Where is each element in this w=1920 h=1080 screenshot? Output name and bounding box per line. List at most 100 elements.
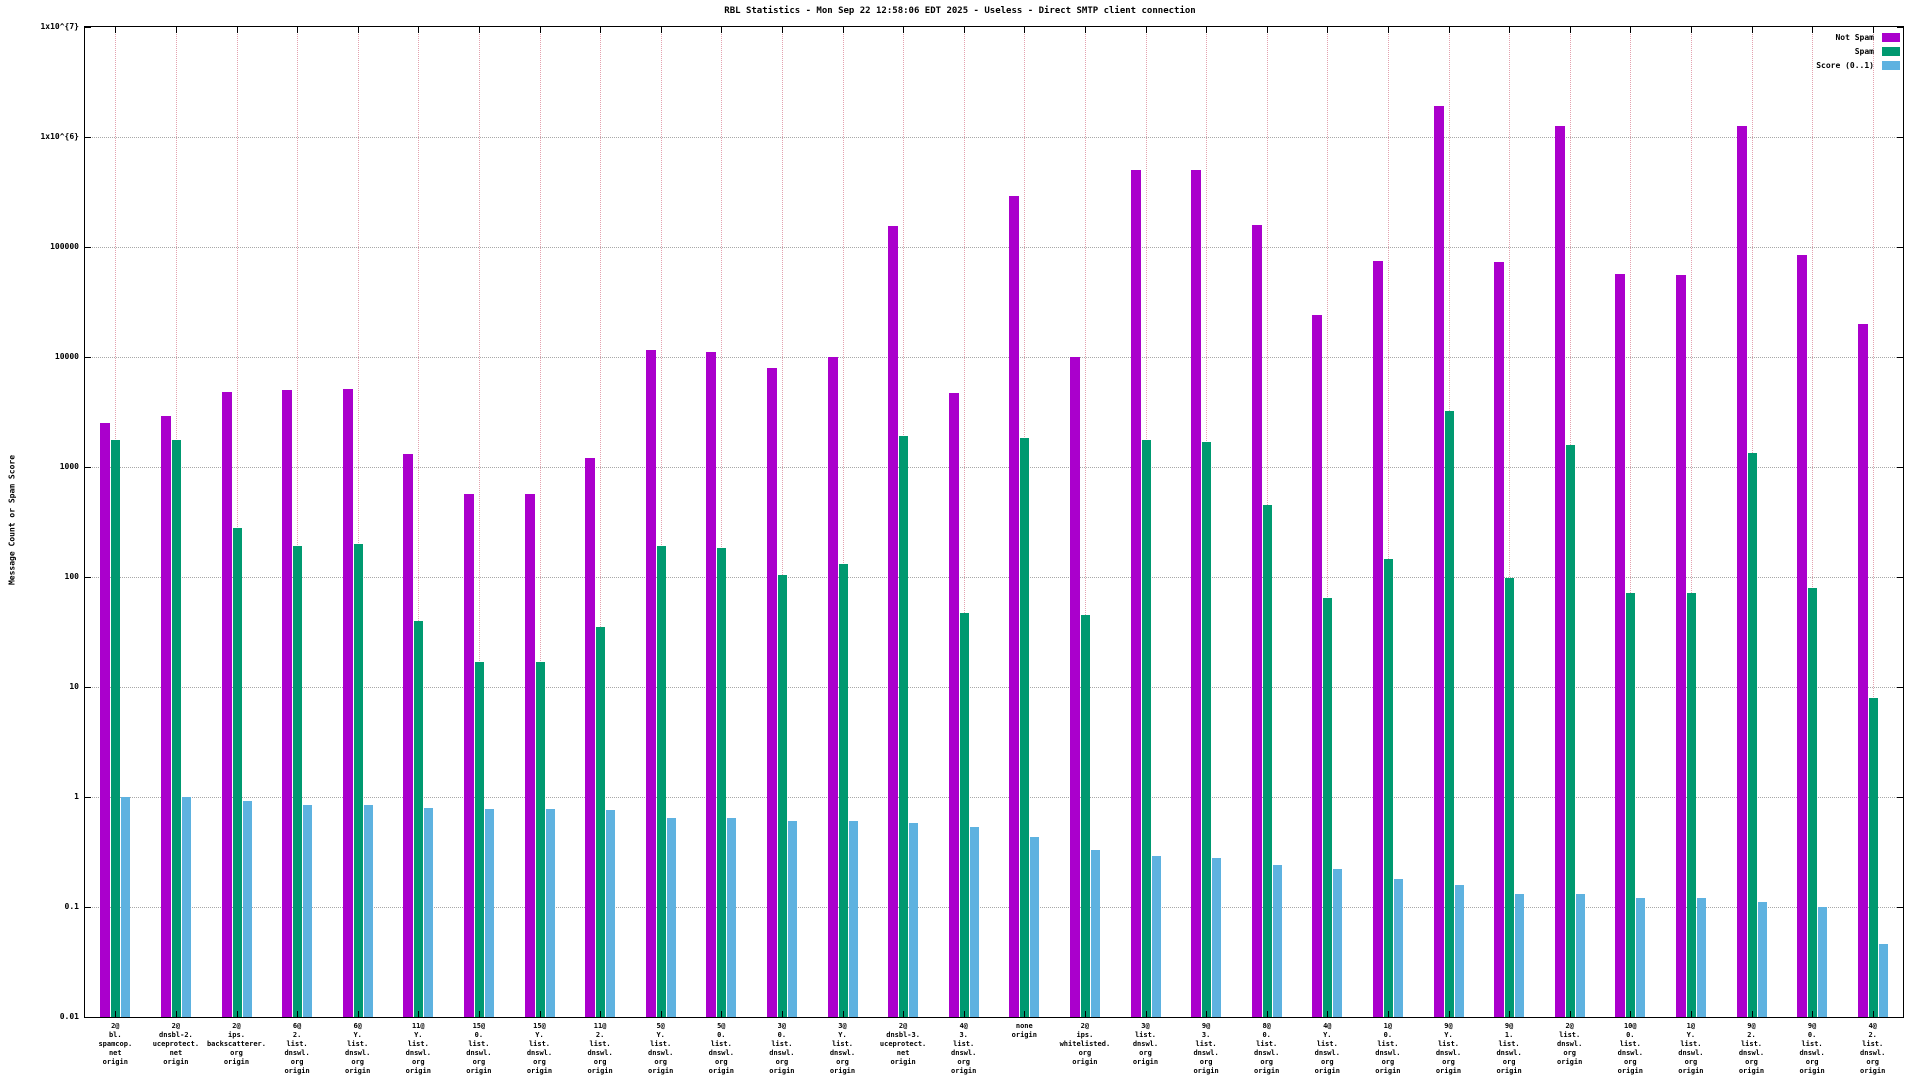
bar-not-spam: [1857, 323, 1868, 1017]
legend: Not Spam Spam Score (0..1): [1816, 30, 1900, 72]
y-tick-mark: [1897, 1017, 1903, 1018]
gridline-x: [539, 27, 541, 1017]
y-tick-mark: [1897, 907, 1903, 908]
y-tick-label: 100000: [50, 242, 79, 251]
x-category-label: 6@ Y. list. dnswl. org origin: [345, 1022, 371, 1075]
bar-score: [424, 807, 434, 1017]
x-category-label: 2@ dnsbl-2. uceprotect. net origin: [152, 1022, 200, 1066]
x-category-label: 15@ 0. list. dnswl. org origin: [466, 1022, 492, 1075]
x-tick-mark: [1145, 1011, 1147, 1017]
legend-swatch-spam: [1882, 46, 1900, 56]
y-tick-label: 1x10^{7}: [40, 22, 79, 31]
y-tick-mark: [1897, 357, 1903, 358]
bar-not-spam: [948, 393, 959, 1017]
bar-not-spam: [1312, 315, 1323, 1017]
bar-spam: [777, 574, 787, 1017]
gridline-y: [85, 577, 1903, 578]
x-tick-mark: [1872, 27, 1874, 33]
gridline-x: [600, 27, 602, 1017]
x-tick-mark: [297, 27, 299, 33]
bar-not-spam: [706, 352, 717, 1017]
gridline-x: [1690, 27, 1692, 1017]
y-tick-mark: [85, 577, 91, 578]
bar-not-spam: [1251, 224, 1262, 1017]
gridline-y: [85, 467, 1903, 468]
x-tick-mark: [478, 1011, 480, 1017]
x-tick-mark: [1327, 1011, 1329, 1017]
gridline-x: [1630, 27, 1632, 1017]
x-tick-mark: [842, 27, 844, 33]
bar-spam: [414, 620, 424, 1017]
x-category-label: 2@ list. dnswl. org origin: [1557, 1022, 1583, 1066]
x-tick-mark: [1509, 27, 1511, 33]
gridline-x: [1387, 27, 1389, 1017]
bar-spam: [838, 564, 848, 1017]
x-tick-mark: [903, 1011, 905, 1017]
x-category-label: 11@ Y. list. dnswl. org origin: [405, 1022, 431, 1075]
x-tick-mark: [1024, 1011, 1026, 1017]
bar-spam: [353, 543, 363, 1017]
x-tick-mark: [1387, 27, 1389, 33]
x-category-label: 6@ 2. list. dnswl. org origin: [284, 1022, 310, 1075]
gridline-x: [1872, 27, 1874, 1017]
x-tick-mark: [1872, 1011, 1874, 1017]
x-tick-mark: [600, 1011, 602, 1017]
y-tick-label: 10000: [54, 352, 79, 361]
x-category-label: 3@ Y. list. dnswl. org origin: [829, 1022, 856, 1075]
x-tick-mark: [115, 27, 117, 33]
x-tick-mark: [1448, 1011, 1450, 1017]
bar-spam: [596, 627, 606, 1017]
bar-spam: [111, 440, 121, 1017]
x-tick-mark: [1812, 1011, 1814, 1017]
x-category-label: 3@ 0. list. dnswl. org origin: [769, 1022, 795, 1075]
bar-spam: [1505, 578, 1515, 1017]
x-tick-mark: [418, 1011, 420, 1017]
bar-score: [727, 817, 737, 1017]
x-tick-mark: [1690, 1011, 1692, 1017]
x-category-label: 15@ Y. list. dnswl. org origin: [526, 1022, 553, 1075]
bar-spam: [535, 661, 545, 1017]
x-tick-mark: [175, 27, 177, 33]
bar-not-spam: [1797, 254, 1808, 1017]
bar-score: [666, 817, 676, 1017]
bar-spam: [656, 546, 666, 1017]
bar-score: [303, 804, 313, 1017]
bar-spam: [717, 547, 727, 1017]
bar-not-spam: [403, 454, 414, 1017]
bar-score: [1878, 944, 1888, 1017]
gridline-x: [963, 27, 965, 1017]
y-tick-label: 100: [64, 572, 79, 581]
bar-score: [969, 827, 979, 1017]
x-tick-mark: [721, 27, 723, 33]
x-category-label: 8@ 0. list. dnswl. org origin: [1254, 1022, 1280, 1075]
bar-spam: [1383, 559, 1393, 1017]
bar-not-spam: [1130, 170, 1141, 1017]
x-category-label: 9@ 1. list. dnswl. org origin: [1496, 1022, 1522, 1075]
legend-label-score: Score (0..1): [1816, 60, 1874, 70]
x-tick-mark: [1266, 1011, 1268, 1017]
y-tick-mark: [1897, 687, 1903, 688]
bar-spam: [1141, 440, 1151, 1017]
bar-score: [181, 797, 191, 1017]
x-category-label: 4@ 3. list. dnswl. org origin: [951, 1022, 977, 1075]
x-tick-mark: [1509, 1011, 1511, 1017]
bar-score: [848, 821, 858, 1017]
x-tick-mark: [175, 1011, 177, 1017]
x-category-label: 5@ Y. list. dnswl. org origin: [648, 1022, 674, 1075]
bar-score: [1757, 902, 1767, 1017]
legend-label-spam: Spam: [1854, 46, 1874, 56]
x-tick-mark: [1145, 27, 1147, 33]
y-tick-mark: [85, 357, 91, 358]
x-tick-mark: [1024, 27, 1026, 33]
x-tick-mark: [357, 1011, 359, 1017]
gridline-x: [297, 27, 299, 1017]
bar-spam: [1444, 411, 1454, 1017]
x-tick-mark: [1569, 27, 1571, 33]
x-category-label: none origin: [1011, 1022, 1037, 1039]
legend-item-spam: Spam: [1816, 44, 1900, 58]
x-category-label: 3@ list. dnswl. org origin: [1132, 1022, 1159, 1066]
x-tick-mark: [963, 1011, 965, 1017]
bar-spam: [1747, 452, 1757, 1017]
gridline-y: [85, 247, 1903, 248]
